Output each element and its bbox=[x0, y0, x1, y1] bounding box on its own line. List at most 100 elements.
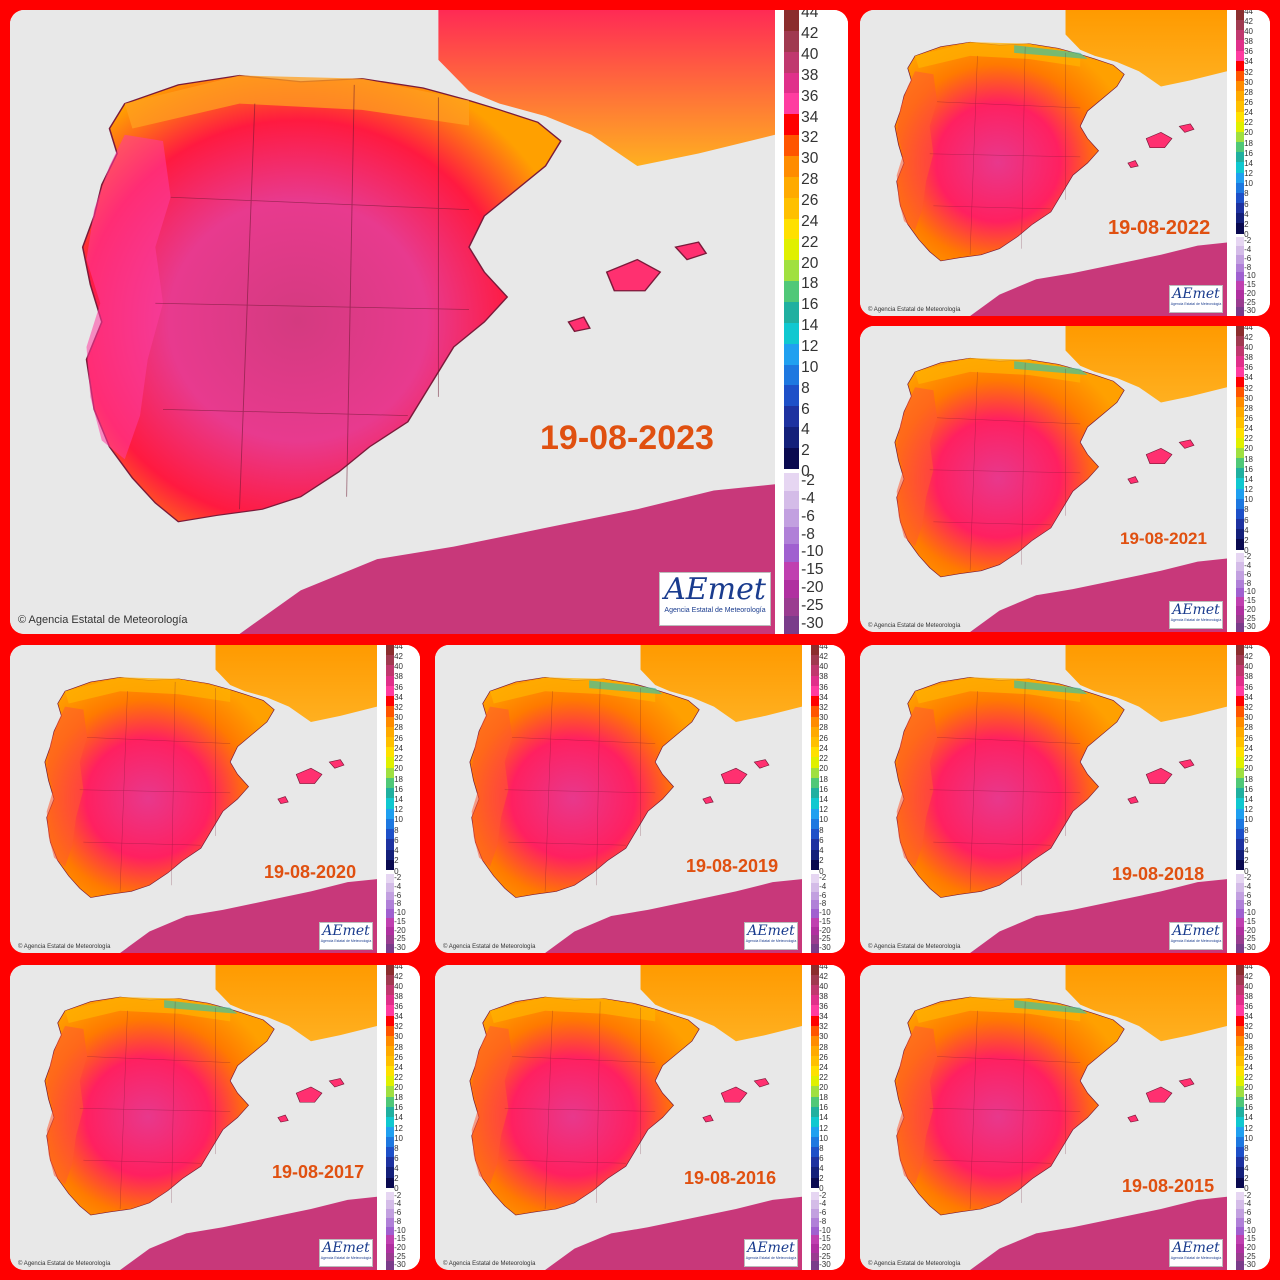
africa-region bbox=[545, 879, 802, 953]
legend-color-swatch bbox=[1236, 944, 1245, 953]
legend-color-swatch bbox=[811, 1252, 820, 1262]
legend-color-swatch bbox=[386, 882, 395, 893]
legend-tick-label: 42 bbox=[1244, 16, 1253, 26]
legend-color-swatch bbox=[811, 891, 820, 901]
africa-region bbox=[545, 1196, 802, 1270]
legend-color-swatch bbox=[1236, 675, 1245, 687]
legend-tick-label: 20 bbox=[1244, 444, 1253, 454]
legend-tick-label: 20 bbox=[1244, 1083, 1253, 1093]
temperature-legend: 44 42 40 38 36 34 32 30 28 26 24 22 20 18 16 14 12 10 8 6 4 2… bbox=[383, 645, 420, 953]
legend-tick-label: 34 bbox=[819, 692, 828, 702]
legend-tick-label: 20 bbox=[801, 254, 819, 272]
legend-tick-label: 32 bbox=[1244, 67, 1253, 77]
legend-tick-label: 18 bbox=[1244, 454, 1253, 464]
legend-color-swatch bbox=[386, 716, 395, 728]
legend-tick-label: 44 bbox=[1244, 645, 1253, 651]
legend-color-swatch bbox=[386, 1137, 395, 1148]
aemet-logo: AEmet Agencia Estatal de Meteorología bbox=[744, 1239, 798, 1267]
legend-color-swatch bbox=[1236, 553, 1245, 563]
legend-color-swatch bbox=[386, 1209, 395, 1219]
legend-tick-label: -25 bbox=[819, 934, 831, 944]
legend-tick-label: 16 bbox=[1244, 1103, 1253, 1113]
legend-tick-label: 4 bbox=[1244, 846, 1249, 856]
legend-tick-label: 14 bbox=[394, 794, 403, 804]
legend-tick-label: 32 bbox=[1244, 383, 1253, 393]
legend-color-swatch bbox=[1236, 1066, 1245, 1077]
legend-tick-label: 28 bbox=[819, 723, 828, 733]
legend-color-swatch bbox=[1236, 1235, 1245, 1245]
legend-color-swatch bbox=[1236, 597, 1245, 607]
legend-tick-label: 34 bbox=[394, 1012, 403, 1022]
legend-tick-label: 22 bbox=[819, 1072, 828, 1082]
legend-color-swatch bbox=[386, 909, 395, 919]
legend-color-swatch bbox=[1236, 1157, 1245, 1168]
legend-color-swatch bbox=[811, 1157, 820, 1168]
legend-tick-label: 24 bbox=[819, 1062, 828, 1072]
legend-color-swatch bbox=[386, 1035, 395, 1047]
legend-tick-label: 12 bbox=[1244, 169, 1253, 179]
legend-tick-label: 22 bbox=[394, 754, 403, 764]
legend-color-swatch bbox=[1236, 614, 1245, 624]
legend-tick-label: -8 bbox=[801, 525, 815, 543]
legend-tick-label: -20 bbox=[819, 925, 831, 935]
legend-tick-label: 18 bbox=[819, 774, 828, 784]
legend-tick-label: -8 bbox=[1244, 262, 1252, 272]
map-panel-19-08-2016: 44 42 40 38 36 34 32 30 28 26 24 22 20 18 16 14 12 10 8 6 4 2… bbox=[435, 965, 845, 1270]
legend-color-swatch bbox=[811, 1126, 820, 1138]
portugal-region bbox=[471, 1026, 513, 1185]
legend-color-swatch bbox=[386, 1106, 395, 1118]
copyright-credit: © Agencia Estatal de Meteorología bbox=[18, 944, 111, 950]
france-region bbox=[215, 645, 377, 722]
legend-tick-label: -2 bbox=[801, 471, 815, 489]
legend-tick-label: -2 bbox=[819, 1190, 827, 1200]
legend-color-swatch bbox=[386, 1191, 395, 1201]
legend-color-swatch bbox=[811, 1137, 820, 1148]
balearic-island bbox=[1178, 439, 1195, 449]
aemet-logo: AEmet Agencia Estatal de Meteorología bbox=[744, 922, 798, 950]
legend-color-swatch bbox=[1236, 326, 1245, 337]
legend-tick-label: 8 bbox=[394, 825, 399, 835]
legend-color-swatch bbox=[1236, 417, 1245, 429]
legend-color-swatch bbox=[811, 1147, 820, 1158]
legend-tick-label: 26 bbox=[1244, 414, 1253, 424]
legend-tick-label: -15 bbox=[394, 1234, 406, 1244]
legend-tick-label: 14 bbox=[1244, 158, 1253, 168]
legend-tick-label: 0 bbox=[1244, 230, 1249, 240]
legend-tick-label: 12 bbox=[1244, 805, 1253, 815]
legend-tick-label: -4 bbox=[1244, 1199, 1252, 1209]
legend-color-swatch bbox=[386, 1217, 395, 1227]
legend-color-swatch bbox=[784, 51, 799, 74]
legend-color-swatch bbox=[811, 767, 820, 779]
pyrenees-cool-band bbox=[589, 680, 663, 695]
legend-tick-label: 28 bbox=[1244, 87, 1253, 97]
pyrenees-cool-band bbox=[1014, 1000, 1088, 1014]
pyrenees-cool-band bbox=[1014, 361, 1088, 375]
map-panel-19-08-2017: 44 42 40 38 36 34 32 30 28 26 24 22 20 18 16 14 12 10 8 6 4 2… bbox=[10, 965, 420, 1270]
temperature-map bbox=[10, 10, 775, 634]
legend-tick-label: 16 bbox=[819, 1103, 828, 1113]
legend-tick-label: 18 bbox=[394, 774, 403, 784]
legend-tick-label: 34 bbox=[801, 108, 819, 126]
aemet-logo: AEmet Agencia Estatal de Meteorología bbox=[319, 1239, 373, 1267]
legend-tick-label: 16 bbox=[394, 784, 403, 794]
legend-tick-label: 40 bbox=[819, 981, 828, 991]
legend-color-swatch bbox=[386, 1147, 395, 1158]
map-panel-19-08-2022: 44 42 40 38 36 34 32 30 28 26 24 22 20 18 16 14 12 10 8 6 4 2… bbox=[860, 10, 1270, 316]
temperature-map bbox=[860, 10, 1227, 316]
legend-tick-label: 28 bbox=[801, 171, 819, 189]
legend-color-swatch bbox=[1236, 407, 1245, 418]
legend-tick-label: -25 bbox=[1244, 613, 1256, 623]
province-borders bbox=[504, 1001, 656, 1210]
legend-color-swatch bbox=[811, 1191, 820, 1201]
legend-color-swatch bbox=[784, 176, 799, 199]
legend-tick-label: -8 bbox=[1244, 899, 1252, 909]
legend-color-swatch bbox=[386, 944, 395, 953]
legend-color-swatch bbox=[1236, 685, 1245, 697]
legend-tick-label: 6 bbox=[1244, 199, 1249, 209]
legend-tick-label: 30 bbox=[819, 713, 828, 723]
legend-color-swatch bbox=[811, 1056, 820, 1067]
legend-tick-label: 32 bbox=[1244, 1022, 1253, 1032]
france-region bbox=[438, 10, 775, 166]
legend-color-swatch bbox=[386, 985, 395, 996]
balearic-island bbox=[277, 796, 289, 804]
